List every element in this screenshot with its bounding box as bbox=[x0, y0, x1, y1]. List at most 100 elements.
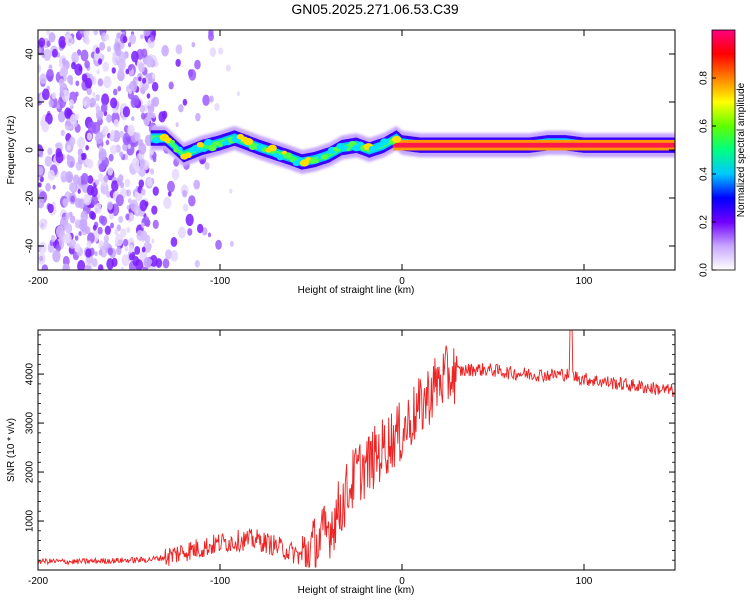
noise-speck bbox=[155, 258, 163, 268]
noise-speck bbox=[78, 154, 82, 161]
noise-speck bbox=[69, 215, 76, 224]
noise-speck bbox=[85, 77, 93, 89]
spectrogram-y-label: Frequency (Hz) bbox=[6, 116, 17, 185]
noise-speck bbox=[128, 89, 132, 95]
noise-speck bbox=[85, 226, 91, 235]
noise-speck bbox=[61, 57, 66, 65]
noise-speck bbox=[115, 46, 122, 57]
noise-speck bbox=[117, 178, 122, 186]
tone-core bbox=[392, 142, 675, 148]
noise-speck bbox=[87, 175, 94, 184]
y-tick-label: 1000 bbox=[25, 509, 36, 532]
colorbar-tick-label: 0.8 bbox=[699, 71, 710, 85]
y-tick-label: 20 bbox=[25, 96, 36, 108]
noise-speck bbox=[145, 55, 154, 68]
noise-speck bbox=[91, 194, 98, 205]
noise-speck bbox=[175, 44, 183, 55]
noise-speck bbox=[188, 69, 197, 81]
noise-speck bbox=[127, 143, 132, 150]
noise-speck bbox=[218, 47, 224, 55]
colorbar: 0.0 0.2 0.4 0.6 0.8 Normalized spectral ampl… bbox=[699, 29, 747, 277]
noise-speck bbox=[208, 32, 214, 42]
noise-speck bbox=[52, 184, 56, 190]
noise-speck bbox=[80, 172, 89, 185]
x-tick-label: -100 bbox=[210, 276, 230, 287]
noise-speck bbox=[75, 80, 80, 87]
noise-speck bbox=[204, 162, 210, 170]
ridge-blob bbox=[314, 159, 319, 164]
noise-speck bbox=[57, 111, 66, 123]
noise-speck bbox=[209, 95, 214, 103]
noise-speck bbox=[122, 132, 131, 146]
noise-speck bbox=[165, 249, 172, 260]
noise-speck bbox=[103, 234, 109, 243]
x-tick-label: -200 bbox=[28, 576, 48, 587]
noise-speck bbox=[129, 199, 139, 212]
ridge-blob bbox=[267, 144, 277, 152]
noise-speck bbox=[225, 64, 231, 72]
noise-speck bbox=[38, 47, 42, 53]
noise-speck bbox=[106, 45, 112, 53]
x-tick-label: 100 bbox=[576, 276, 593, 287]
noise-speck bbox=[69, 114, 77, 125]
noise-speck bbox=[83, 100, 88, 107]
ridge-blob bbox=[352, 144, 361, 152]
noise-speck bbox=[83, 30, 90, 38]
noise-speck bbox=[55, 143, 59, 149]
noise-speck bbox=[59, 90, 64, 98]
x-tick-label: -200 bbox=[28, 276, 48, 287]
noise-speck bbox=[56, 103, 61, 109]
noise-speck bbox=[80, 49, 89, 62]
noise-speck bbox=[45, 182, 51, 192]
snr-plot-area bbox=[38, 330, 675, 570]
ridge-blob bbox=[173, 148, 180, 153]
noise-speck bbox=[102, 61, 110, 72]
noise-speck bbox=[64, 119, 73, 131]
noise-speck bbox=[98, 249, 103, 256]
noise-speck bbox=[150, 168, 155, 175]
noise-speck bbox=[175, 58, 181, 67]
noise-speck bbox=[45, 69, 54, 81]
noise-speck bbox=[193, 179, 201, 190]
noise-speck bbox=[132, 256, 140, 267]
noise-speck bbox=[229, 240, 234, 247]
noise-speck bbox=[123, 238, 129, 247]
ridge-blob bbox=[320, 154, 328, 160]
noise-speck bbox=[108, 153, 114, 162]
noise-speck bbox=[55, 225, 65, 238]
noise-speck bbox=[141, 77, 147, 84]
y-tick-label: 4000 bbox=[25, 363, 36, 386]
noise-speck bbox=[107, 247, 113, 256]
noise-speck bbox=[131, 116, 135, 122]
noise-speck bbox=[122, 106, 131, 118]
noise-speck bbox=[107, 166, 114, 176]
noise-speck bbox=[147, 243, 152, 250]
noise-speck bbox=[68, 182, 76, 193]
noise-speck bbox=[152, 219, 159, 229]
noise-speck bbox=[85, 254, 93, 267]
snr-series bbox=[38, 330, 675, 568]
noise-speck bbox=[139, 158, 146, 168]
ridge-blob bbox=[213, 141, 220, 146]
noise-speck bbox=[105, 139, 110, 146]
noise-speck bbox=[78, 231, 82, 237]
noise-speck bbox=[62, 263, 70, 270]
noise-speck bbox=[161, 45, 169, 57]
noise-speck bbox=[46, 30, 50, 36]
noise-speck bbox=[151, 205, 158, 215]
noise-speck bbox=[117, 58, 126, 71]
noise-speck bbox=[79, 30, 84, 34]
y-tick-label: -20 bbox=[25, 190, 36, 205]
noise-speck bbox=[150, 35, 155, 42]
noise-speck bbox=[120, 228, 127, 238]
noise-speck bbox=[58, 36, 67, 48]
ridge-blob bbox=[196, 141, 204, 148]
noise-speck bbox=[95, 94, 100, 102]
noise-speck bbox=[43, 48, 52, 61]
noise-speck bbox=[129, 213, 135, 222]
noise-speck bbox=[64, 223, 73, 234]
noise-speck bbox=[92, 224, 97, 231]
noise-speck bbox=[140, 112, 146, 120]
noise-speck bbox=[103, 75, 112, 89]
colorbar-label: Normalized spectral amplitude bbox=[736, 82, 747, 217]
